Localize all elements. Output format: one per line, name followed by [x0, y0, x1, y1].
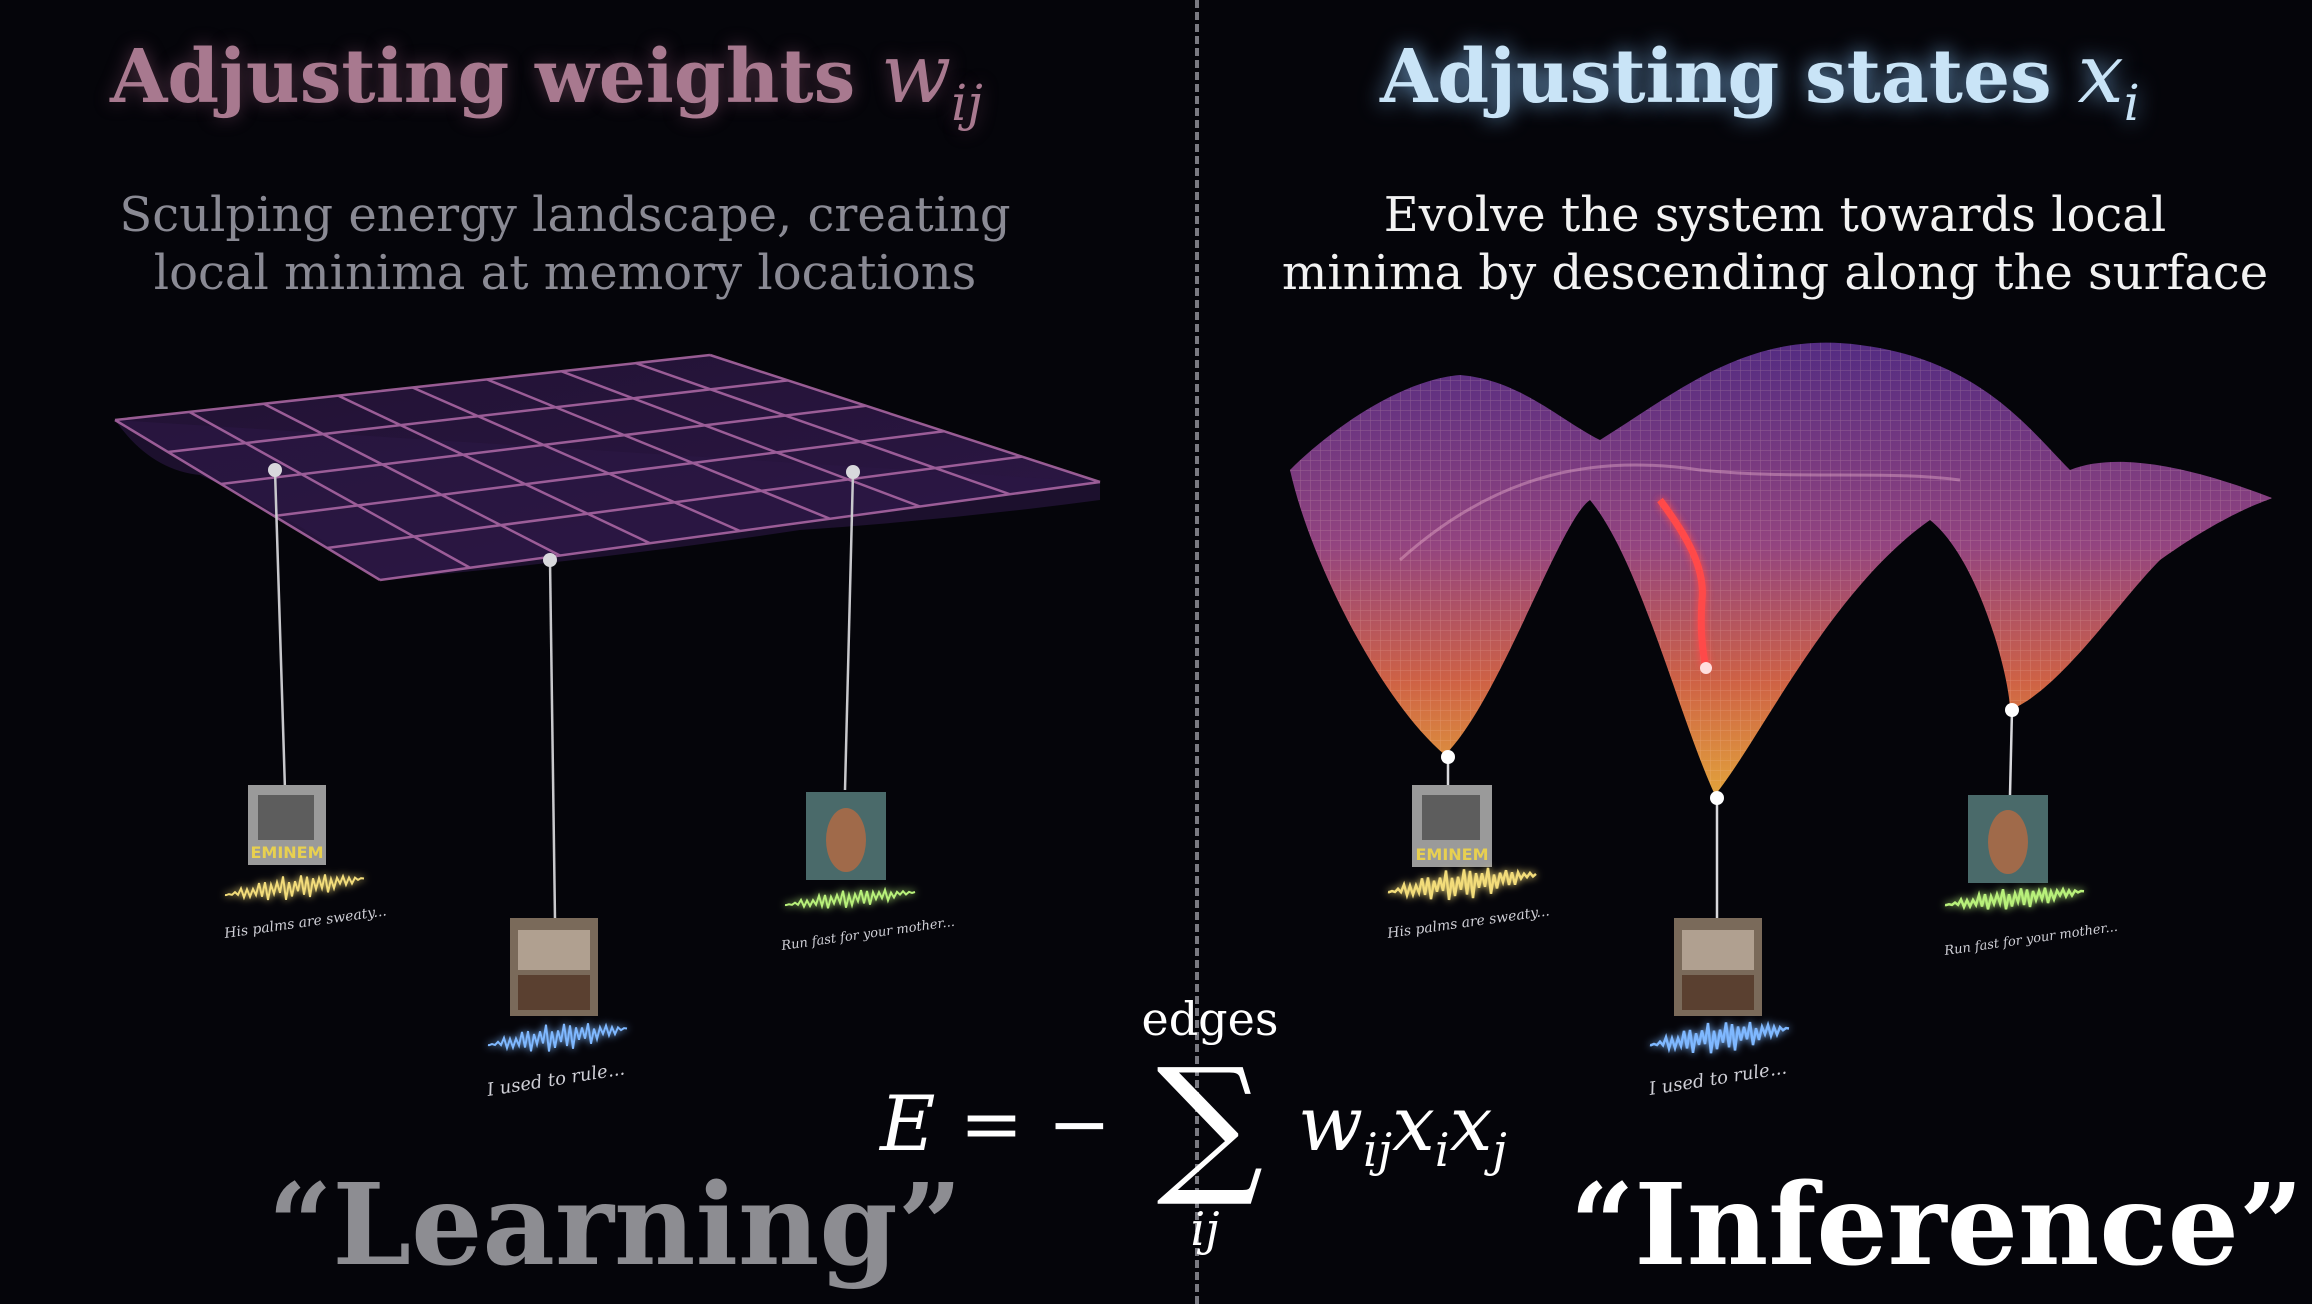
left-memory-florence: Run fast for your mother... — [779, 792, 956, 954]
right-florence-lyric: Run fast for your mother... — [1942, 920, 2118, 959]
equation-sigma: ∑ — [1156, 1037, 1263, 1211]
weight-grid-plane — [114, 353, 1101, 582]
trajectory-endpoint — [1700, 662, 1712, 674]
right-description-line2: minima by descending along the surface — [1281, 245, 2269, 301]
equation-sum-upper: edges — [1142, 992, 1279, 1046]
left-memory-eminem: EMINEM His palms are sweaty... — [222, 785, 388, 942]
equation-sum-lower: ij — [1191, 1202, 1220, 1256]
left-memory-coldplay: I used to rule... — [485, 918, 628, 1101]
left-title: Adjusting weights wij — [110, 34, 983, 129]
left-description: Sculping energy landscape, creating loca… — [60, 186, 1070, 302]
equation-lhs: E = − — [878, 1079, 1111, 1168]
left-title-symbol: w — [881, 27, 952, 122]
right-memory-points — [1441, 703, 2019, 805]
left-eminem-lyric: His palms are sweaty... — [222, 903, 387, 942]
equation-term: wijxixj — [1298, 1079, 1507, 1177]
right-memory-florence: Run fast for your mother... — [1942, 795, 2119, 959]
learning-caption: “Learning” — [268, 1160, 963, 1291]
right-description-line1: Evolve the system towards local — [1383, 187, 2167, 243]
right-memory-eminem: EMINEM His palms are sweaty... — [1385, 785, 1551, 942]
inference-caption: “Inference” — [1570, 1160, 2304, 1291]
left-title-text: Adjusting weights — [110, 34, 856, 120]
energy-landscape-surface — [1290, 342, 2272, 795]
panel-divider — [1195, 0, 1199, 1304]
descent-trajectory — [1657, 497, 1710, 669]
eminem-cover-text-right: EMINEM — [1415, 845, 1488, 864]
left-description-line1: Sculping energy landscape, creating — [119, 187, 1011, 243]
left-description-line2: local minima at memory locations — [153, 245, 977, 301]
right-title-text: Adjusting states — [1380, 34, 2052, 120]
left-memory-points — [268, 463, 860, 567]
energy-equation: E = − edges ∑ ij wijxixj — [878, 992, 1507, 1256]
right-title-symbol: x — [2077, 27, 2124, 122]
right-coldplay-lyric: I used to rule... — [1647, 1057, 1789, 1100]
right-description: Evolve the system towards local minima b… — [1245, 186, 2305, 302]
left-memory-lines — [273, 469, 855, 921]
left-coldplay-lyric: I used to rule... — [485, 1058, 627, 1101]
right-title: Adjusting states xi — [1380, 34, 2140, 129]
eminem-cover-text: EMINEM — [250, 843, 323, 862]
left-title-subscript: ij — [951, 74, 983, 132]
left-florence-lyric: Run fast for your mother... — [779, 915, 955, 954]
right-title-subscript: i — [2123, 74, 2140, 132]
right-memory-coldplay: I used to rule... — [1647, 918, 1790, 1100]
right-eminem-lyric: His palms are sweaty... — [1385, 903, 1550, 942]
